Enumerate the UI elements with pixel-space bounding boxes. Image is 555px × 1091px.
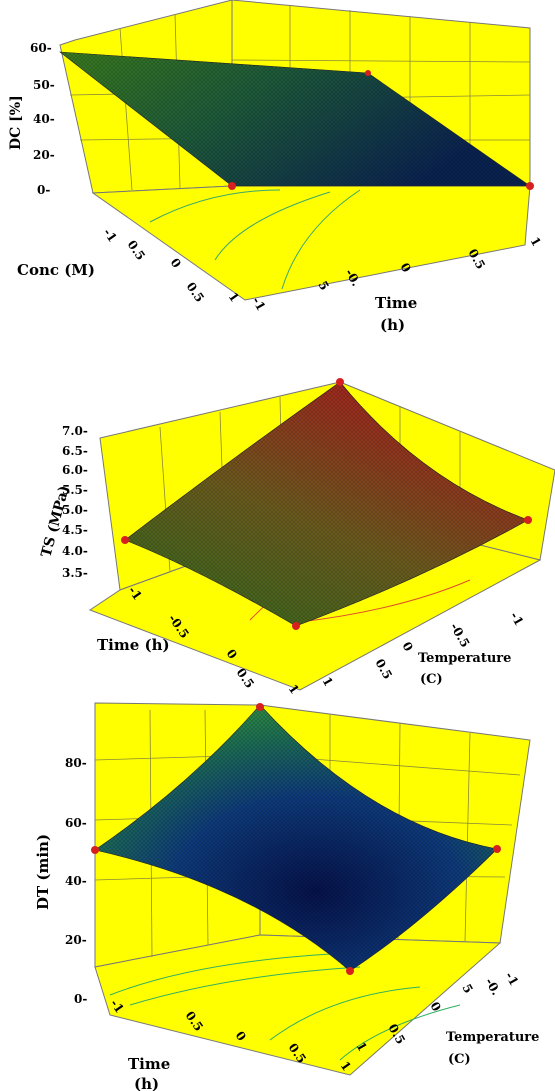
- dt-surface-mesh: [95, 705, 497, 971]
- dt-chart-svg: 80- 60- 40- 20- 0- DT (min) -1 0.5 0 0.5…: [34, 702, 539, 1091]
- ts-x-axis-label: Time (h): [97, 636, 170, 654]
- dc-y-tick: -1: [249, 295, 268, 314]
- dt-y-axis-label-line2: (C): [448, 1052, 471, 1067]
- ts-z-tick: 3.5-: [62, 566, 88, 580]
- ts-chart-svg: 7.0- 6.5- 6.0- 5.5- 5.0- 4.5- 4.0- 3.5- …: [38, 378, 555, 697]
- dc-x-tick: 0: [168, 256, 184, 271]
- ts-z-tick: 5.5-: [62, 483, 88, 497]
- dt-surface-chart: 80- 60- 40- 20- 0- DT (min) -1 0.5 0 0.5…: [0, 702, 555, 1091]
- dc-chart-svg: 60- 50- 40- 20- 0- DC [%] -1 0.5 0 0.5 1…: [8, 0, 544, 334]
- ts-design-point: [336, 378, 344, 386]
- dc-y-tick: 1: [527, 235, 543, 249]
- ts-design-point: [121, 536, 129, 544]
- dt-z-tick: 0-: [74, 992, 87, 1006]
- dc-design-point: [526, 182, 534, 190]
- dt-floor: [94, 934, 502, 1076]
- dc-z-tick: 50-: [33, 78, 55, 92]
- dc-y-axis-label-line1: Time: [375, 294, 417, 312]
- dc-z-tick: 20-: [33, 148, 55, 162]
- dt-z-tick: 60-: [65, 816, 87, 830]
- ts-z-tick: 5.0-: [62, 503, 88, 517]
- dt-z-tick: 20-: [65, 933, 87, 947]
- ts-z-tick: 6.5-: [62, 444, 88, 458]
- dc-surface-chart: 60- 50- 40- 20- 0- DC [%] -1 0.5 0 0.5 1…: [0, 0, 555, 345]
- dt-z-tick: 40-: [65, 874, 87, 888]
- dt-z-axis-label: DT (min): [34, 834, 52, 910]
- dc-z-tick: 0-: [37, 183, 50, 197]
- dt-design-point: [493, 845, 501, 853]
- dt-z-tick: 80-: [65, 756, 87, 770]
- ts-y-tick: 0: [399, 640, 415, 654]
- dc-z-axis-label: DC [%]: [8, 95, 24, 150]
- dc-x-axis-label: Conc (M): [17, 261, 95, 279]
- ts-surface-chart: 7.0- 6.5- 6.0- 5.5- 5.0- 4.5- 4.0- 3.5- …: [0, 360, 555, 705]
- dc-z-tick: 40-: [33, 112, 55, 126]
- dt-design-point: [91, 846, 99, 854]
- dc-floor: [91, 185, 531, 301]
- ts-y-tick: -0.5: [447, 621, 472, 650]
- dt-y-tick: -0.: [482, 976, 503, 998]
- dc-x-tick: 0.5: [125, 238, 148, 263]
- dt-x-tick: -1: [108, 997, 127, 1016]
- ts-z-tick: 7.0-: [62, 424, 88, 438]
- dt-y-tick: 5: [459, 982, 475, 996]
- dt-y-tick: -1: [502, 970, 521, 989]
- dc-floor-contours: [149, 189, 361, 290]
- ts-design-point: [292, 622, 300, 630]
- dt-floor-contours: [109, 952, 461, 1061]
- ts-y-tick: -1: [507, 610, 526, 629]
- dc-x-tick: 1: [226, 290, 242, 305]
- dt-x-axis-label-line2: (h): [134, 1075, 159, 1091]
- dt-design-point: [256, 703, 264, 711]
- dc-surface-mesh: [60, 52, 530, 186]
- ts-z-tick: 4.5-: [62, 523, 88, 537]
- ts-surface-mesh: [125, 382, 528, 626]
- dt-y-axis-label: Temperature: [446, 1030, 539, 1045]
- dc-design-point: [365, 70, 371, 76]
- dc-x-tick: 0.5: [184, 280, 207, 305]
- ts-x-tick: -1: [126, 584, 145, 603]
- ts-y-axis-label-line1: Temperature: [418, 651, 511, 666]
- dt-x-axis-label-line1: Time: [128, 1055, 170, 1073]
- ts-z-tick: 6.0-: [62, 463, 88, 477]
- ts-z-tick: 4.0-: [62, 544, 88, 558]
- ts-design-point: [524, 516, 532, 524]
- dc-design-point: [228, 182, 236, 190]
- ts-y-axis-label-line2: (C): [420, 672, 443, 687]
- dc-x-tick: -1: [101, 226, 120, 245]
- dc-z-tick: 60-: [30, 41, 52, 55]
- dc-y-axis-label-line2: (h): [380, 316, 405, 334]
- dt-design-point: [346, 967, 354, 975]
- ts-y-tick: 0.5: [372, 657, 395, 682]
